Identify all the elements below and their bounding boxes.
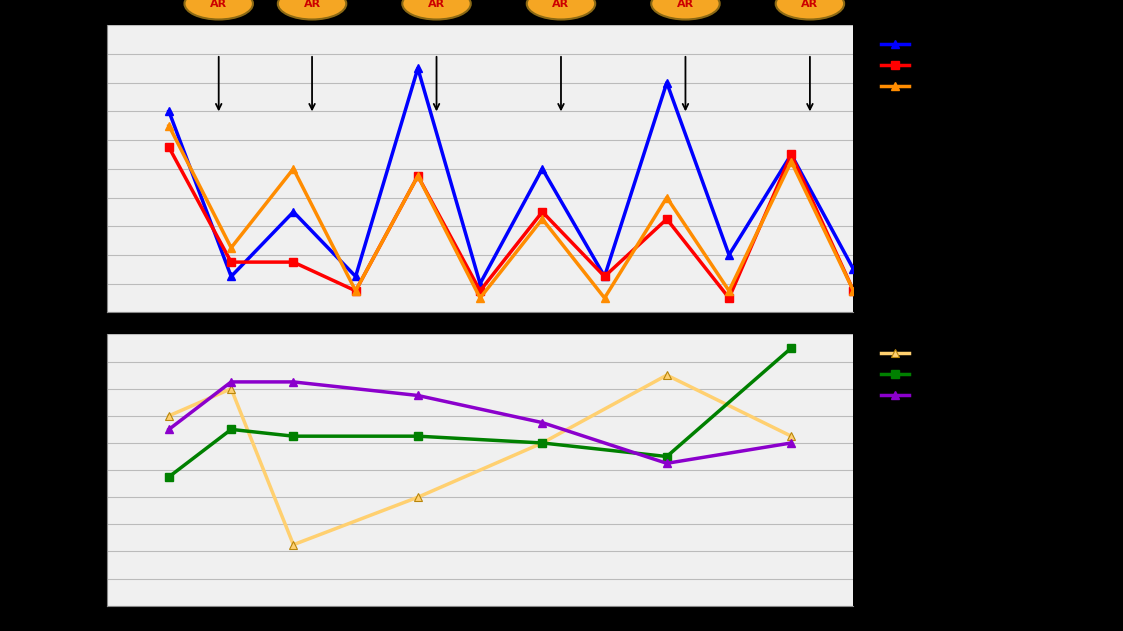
- Yarawalia: [349, 287, 363, 295]
- Dalafilani: [597, 273, 611, 280]
- Line: Dalafilani: Dalafilani: [165, 143, 858, 302]
- Sokourala: [536, 439, 549, 447]
- Sonkonia: [162, 425, 175, 433]
- Damania: [225, 385, 238, 392]
- Sokourala: [225, 425, 238, 433]
- Sokourala: [162, 473, 175, 481]
- Ellipse shape: [776, 0, 844, 20]
- Dalafilani: [286, 258, 300, 266]
- Yarawalia: [847, 287, 860, 295]
- Brissa: [225, 273, 238, 280]
- Brissa: [722, 251, 736, 259]
- Brissa: [349, 273, 363, 280]
- Damania: [286, 541, 300, 548]
- Yarawalia: [722, 287, 736, 295]
- Yarawalia: [785, 158, 798, 165]
- Brissa: [411, 64, 424, 72]
- Brissa: [286, 208, 300, 216]
- Damania: [785, 432, 798, 440]
- Line: Brissa: Brissa: [165, 64, 858, 288]
- Ellipse shape: [277, 0, 346, 20]
- Brissa: [785, 151, 798, 158]
- Line: Sokourala: Sokourala: [165, 344, 795, 481]
- Brissa: [847, 266, 860, 273]
- Yarawalia: [411, 172, 424, 180]
- Dalafilani: [785, 151, 798, 158]
- Brissa: [536, 165, 549, 172]
- Dalafilani: [225, 258, 238, 266]
- Text: AR: AR: [303, 0, 320, 9]
- Sonkonia: [536, 419, 549, 427]
- Legend: Brissa, Dalafilani, Yarawalia: Brissa, Dalafilani, Yarawalia: [875, 32, 992, 99]
- Brissa: [474, 280, 487, 288]
- Sokourala: [411, 432, 424, 440]
- Dalafilani: [536, 208, 549, 216]
- Yarawalia: [474, 294, 487, 302]
- Brissa: [597, 273, 611, 280]
- Yarawalia: [225, 244, 238, 252]
- Sonkonia: [286, 378, 300, 386]
- Text: AR: AR: [677, 0, 694, 9]
- Text: AR: AR: [802, 0, 819, 9]
- Text: AR: AR: [553, 0, 569, 9]
- Ellipse shape: [651, 0, 720, 20]
- Yarawalia: [597, 294, 611, 302]
- Ellipse shape: [527, 0, 595, 20]
- Legend: Damania, Sokourala, Sonkonia: Damania, Sokourala, Sonkonia: [875, 341, 994, 408]
- Sonkonia: [785, 439, 798, 447]
- Sonkonia: [225, 378, 238, 386]
- Ellipse shape: [402, 0, 471, 20]
- Yarawalia: [536, 215, 549, 223]
- Line: Yarawalia: Yarawalia: [165, 122, 858, 302]
- Sonkonia: [411, 392, 424, 399]
- Text: AR: AR: [210, 0, 227, 9]
- Dalafilani: [722, 294, 736, 302]
- Sonkonia: [660, 459, 674, 467]
- Damania: [660, 371, 674, 379]
- Brissa: [660, 79, 674, 86]
- Dalafilani: [162, 143, 175, 151]
- Dalafilani: [349, 287, 363, 295]
- Line: Sonkonia: Sonkonia: [165, 378, 795, 468]
- Damania: [411, 493, 424, 501]
- Line: Damania: Damania: [165, 371, 795, 549]
- Dalafilani: [411, 172, 424, 180]
- Text: AR: AR: [428, 0, 445, 9]
- Dalafilani: [847, 287, 860, 295]
- Sokourala: [286, 432, 300, 440]
- Ellipse shape: [184, 0, 253, 20]
- Dalafilani: [660, 215, 674, 223]
- Yarawalia: [286, 165, 300, 172]
- Sokourala: [660, 453, 674, 461]
- Yarawalia: [660, 194, 674, 201]
- Damania: [162, 412, 175, 420]
- Damania: [536, 439, 549, 447]
- Dalafilani: [474, 287, 487, 295]
- Brissa: [162, 107, 175, 115]
- Sokourala: [785, 345, 798, 352]
- Yarawalia: [162, 122, 175, 129]
